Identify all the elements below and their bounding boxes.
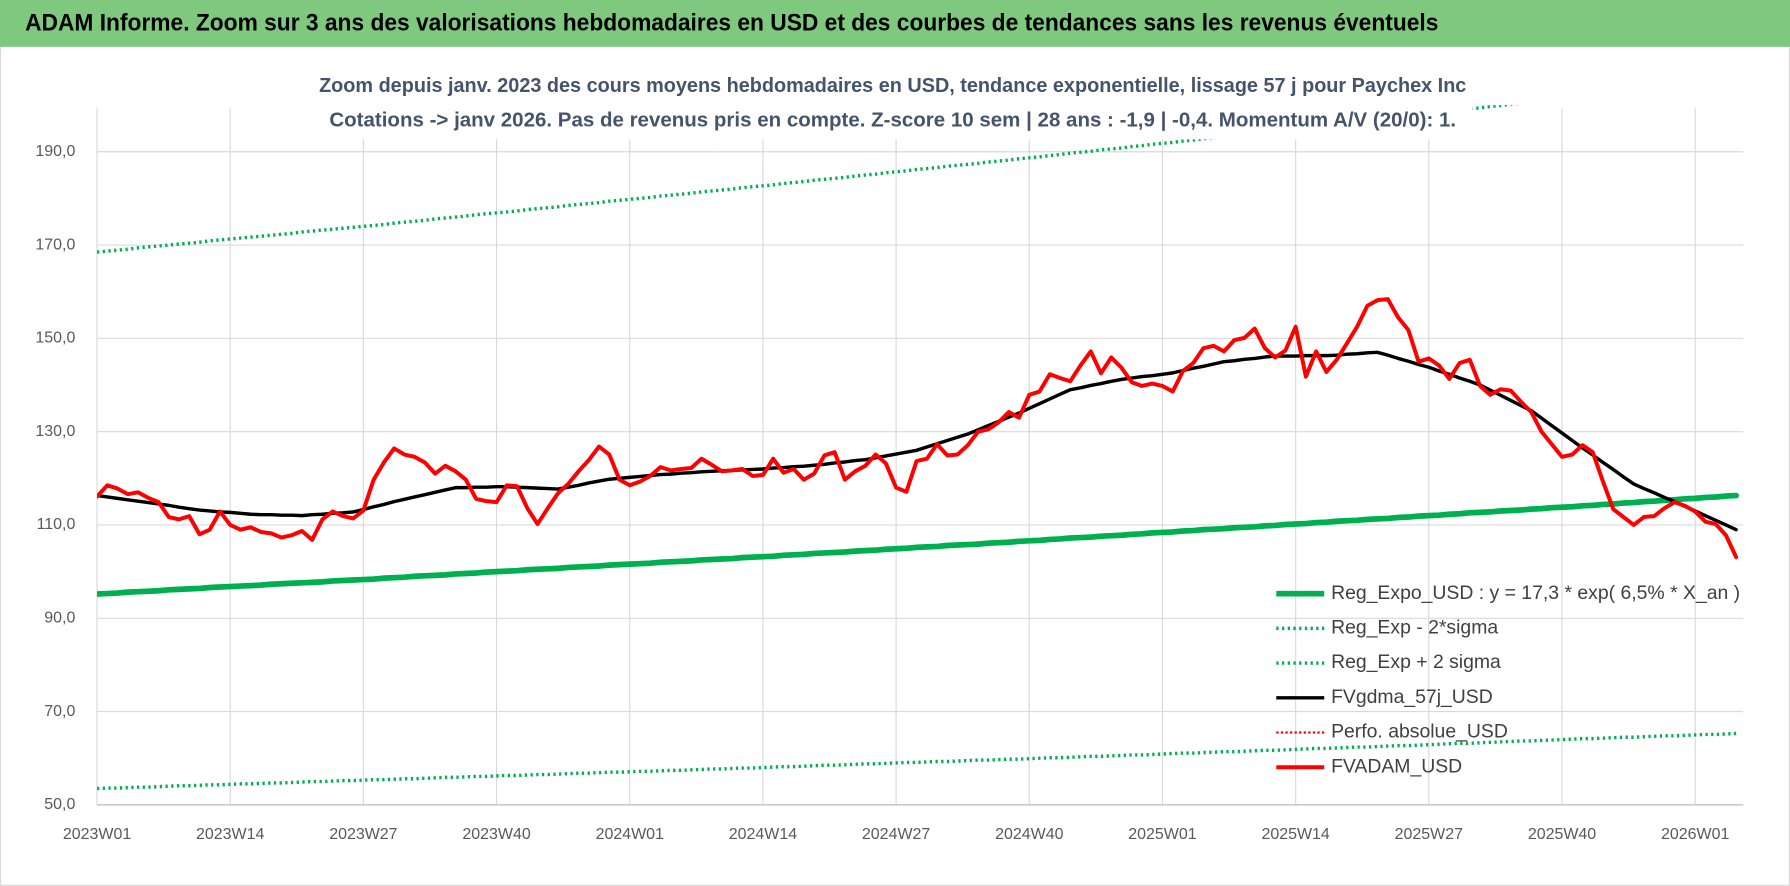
subtitle-background — [308, 66, 1473, 140]
x-tick-label: 2023W27 — [329, 826, 397, 843]
x-tick-label: 2023W01 — [63, 826, 131, 843]
x-tick-label: 2023W14 — [196, 826, 264, 843]
legend: Reg_Expo_USD : y = 17,3 * exp( 6,5% * X_… — [1276, 582, 1740, 777]
x-tick-label: 2026W01 — [1661, 826, 1729, 843]
header-bar — [0, 0, 1790, 47]
legend-label: Reg_Expo_USD : y = 17,3 * exp( 6,5% * X_… — [1331, 582, 1740, 604]
y-tick-label: 70,0 — [44, 703, 75, 720]
y-tick-label: 150,0 — [35, 330, 75, 347]
legend-label: Reg_Exp - 2*sigma — [1331, 617, 1498, 639]
series-line — [97, 105, 1520, 254]
y-tick-label: 190,0 — [35, 143, 75, 160]
chart-subtitle: Cotations -> janv 2026. Pas de revenus p… — [329, 108, 1456, 131]
series-line — [97, 350, 1738, 532]
legend-label: FVgdma_57j_USD — [1331, 686, 1493, 708]
y-tick-label: 170,0 — [35, 236, 75, 253]
y-tick-label: 90,0 — [44, 609, 75, 626]
chart-subtitle: Zoom depuis janv. 2023 des cours moyens … — [319, 74, 1466, 97]
x-tick-label: 2024W01 — [596, 826, 664, 843]
y-tick-label: 50,0 — [44, 796, 75, 813]
x-tick-label: 2025W27 — [1395, 826, 1463, 843]
x-tick-label: 2024W27 — [862, 826, 930, 843]
x-tick-label: 2025W14 — [1261, 826, 1329, 843]
x-tick-label: 2023W40 — [462, 826, 530, 843]
x-tick-label: 2025W40 — [1528, 826, 1596, 843]
x-tick-label: 2025W01 — [1128, 826, 1196, 843]
plot-lines — [97, 105, 1740, 791]
x-tick-label: 2024W14 — [729, 826, 797, 843]
legend-label: FVADAM_USD — [1331, 755, 1462, 777]
series-line — [97, 492, 1740, 597]
header-title: ADAM Informe. Zoom sur 3 ans des valoris… — [25, 9, 1438, 36]
y-tick-label: 130,0 — [35, 423, 75, 440]
grid: 50,0 70,0 90,0 110,0 130,0 150,0 170,0 190,0 202… — [35, 108, 1744, 843]
legend-label: Perfo. absolue_USD — [1331, 721, 1508, 743]
legend-label: Reg_Exp + 2 sigma — [1331, 651, 1501, 673]
y-tick-label: 110,0 — [37, 516, 76, 533]
x-tick-label: 2024W40 — [995, 826, 1063, 843]
series-line — [97, 297, 1739, 560]
